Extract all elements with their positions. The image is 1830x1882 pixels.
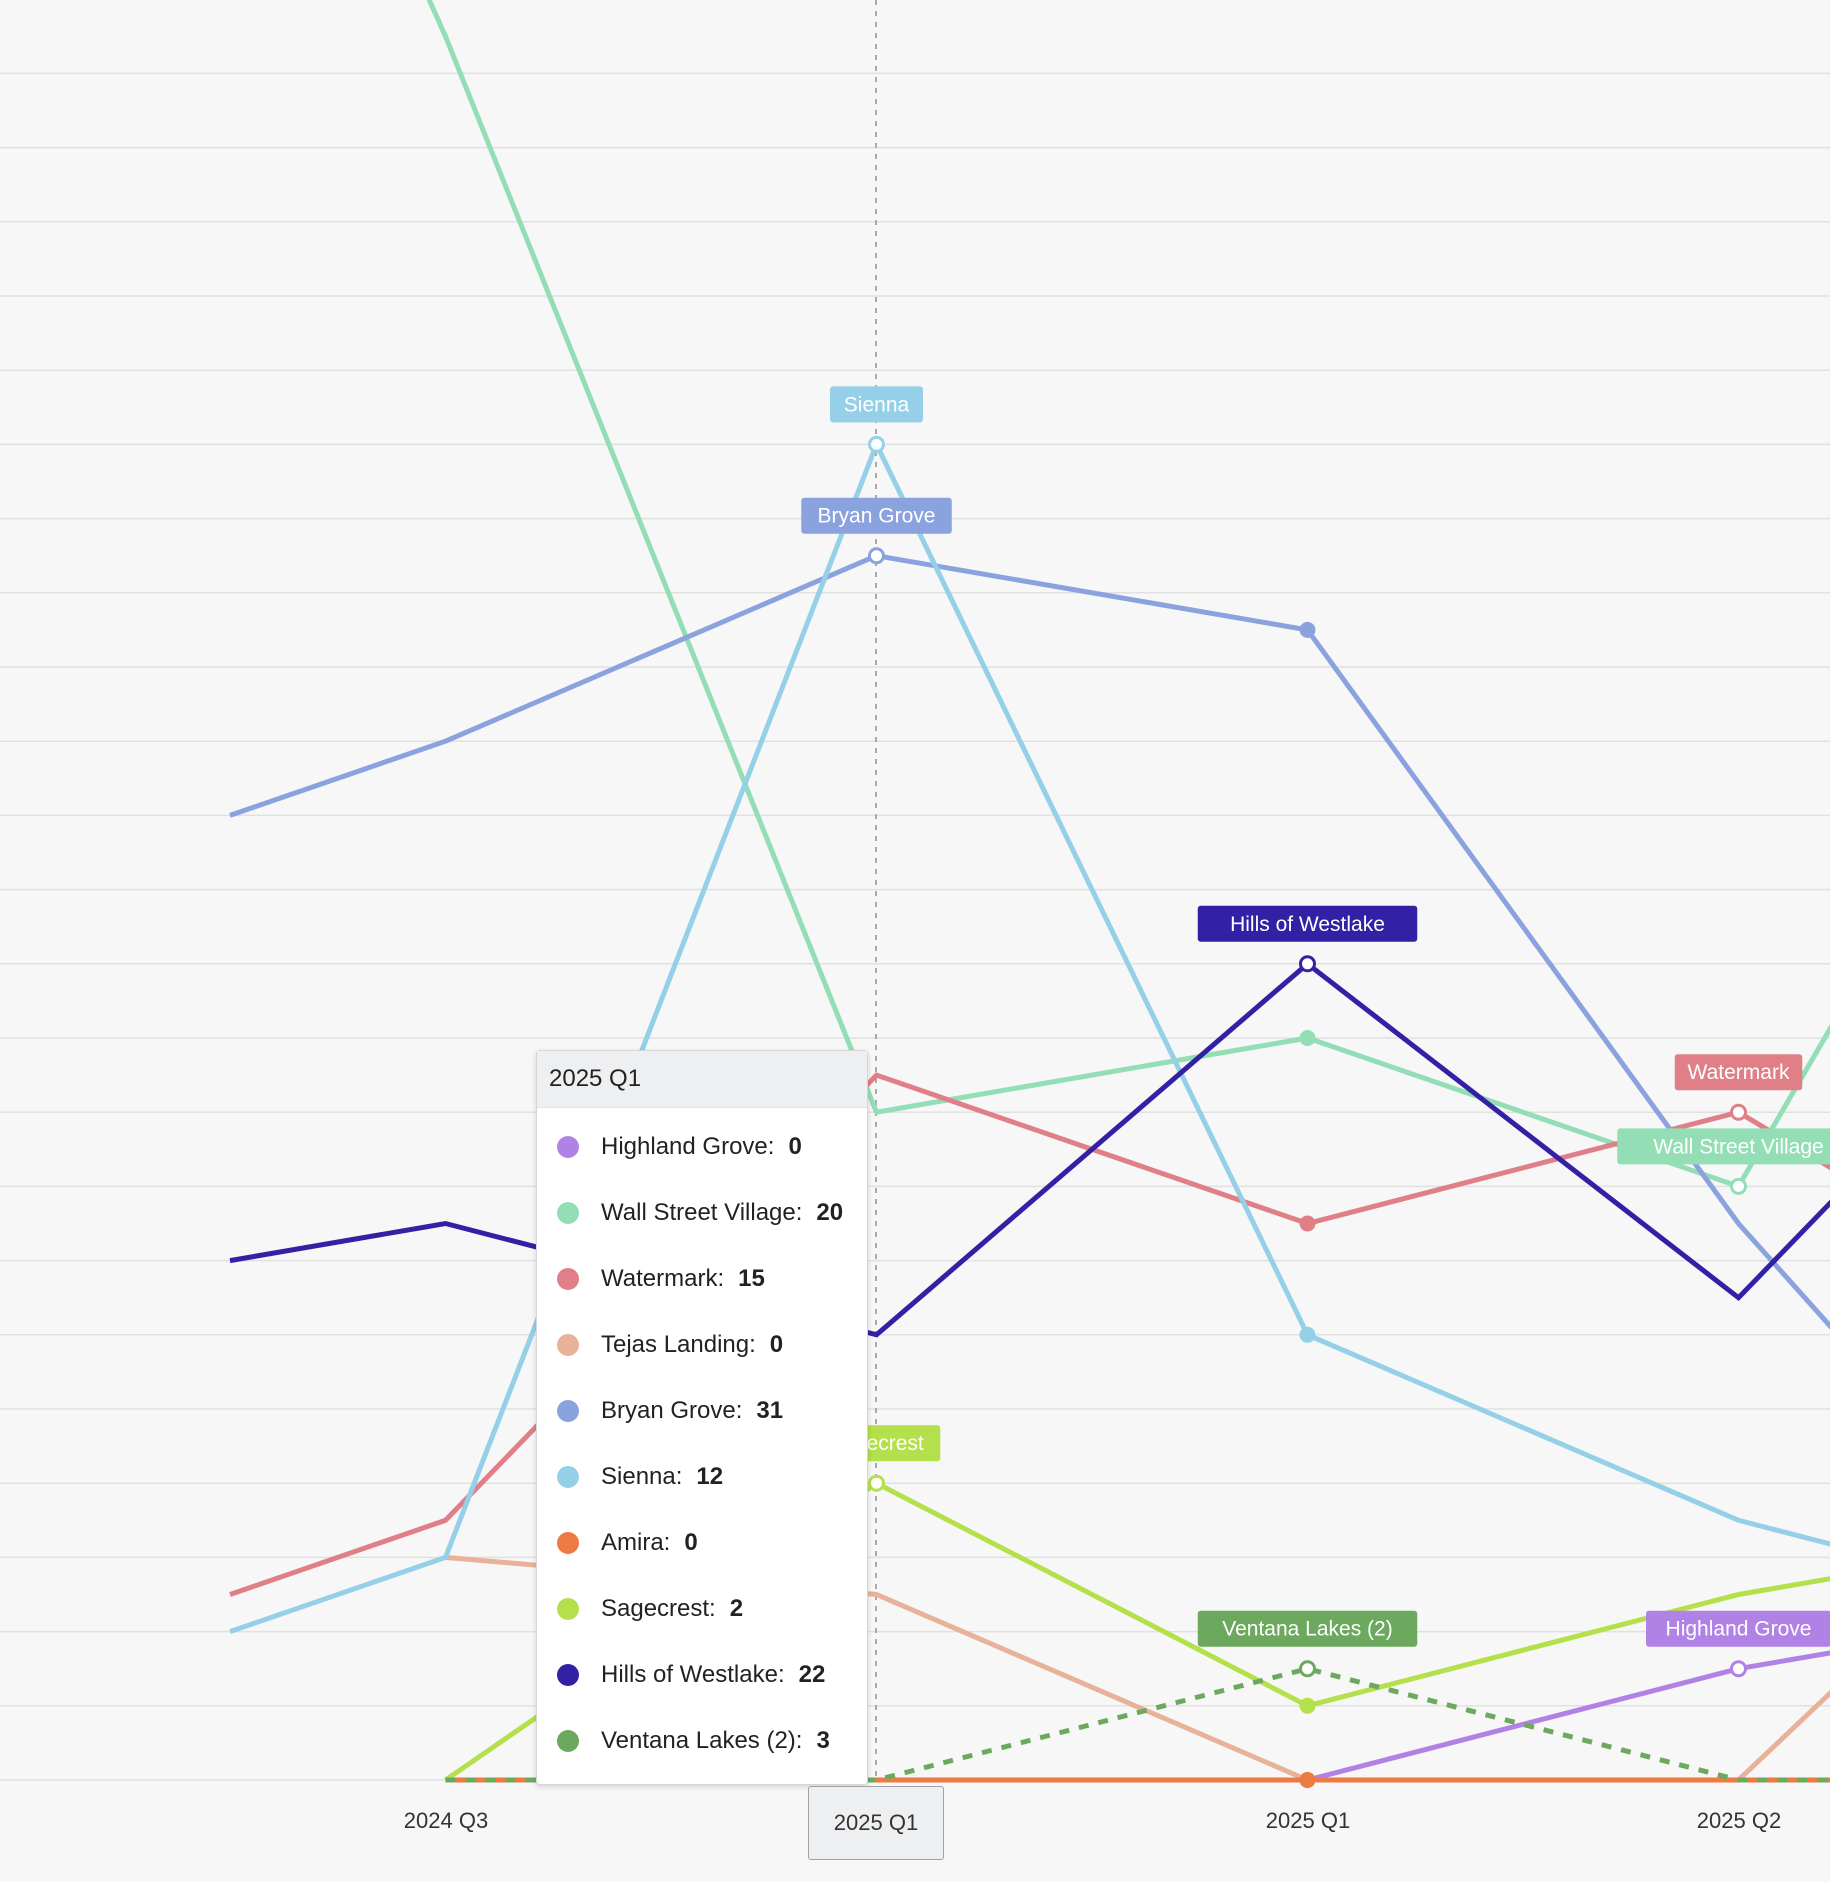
tooltip-series-label: Bryan Grove: [601,1397,743,1424]
point-label-text: Hills of Westlake [1230,913,1385,936]
x-tick-label: 2024 Q3 [404,1808,488,1833]
series-color-dot-icon [557,1730,579,1752]
point-label-text: Wall Street Village [1653,1135,1823,1158]
point-label-box [1197,905,1418,942]
series-layer [229,0,1830,1788]
tooltip-row: Amira: 0 [537,1510,867,1576]
series-color-dot-icon [557,1136,579,1158]
tooltip-series-label: Watermark: [601,1265,725,1292]
tooltip-series-label: Ventana Lakes (2): [601,1727,803,1754]
point-label-box [801,497,952,534]
point-label-text: Watermark [1688,1061,1790,1084]
tooltip-title: 2025 Q1 [537,1051,867,1108]
x-tick-label: 2025 Q1 [1266,1808,1350,1833]
tooltip-series-label: Sagecrest: [601,1595,716,1622]
series-point-marker [1299,1660,1316,1678]
tooltip-row: Tejas Landing: 0 [537,1312,867,1378]
series-color-dot-icon [557,1400,579,1422]
tooltip-row: Sagecrest: 2 [537,1576,867,1642]
series-point-marker [1730,1177,1747,1195]
series-point-marker [1730,1103,1747,1121]
series-point-marker [868,1474,885,1492]
crosshair-x-label: 2025 Q1 [808,1786,944,1860]
series-color-dot-icon [557,1532,579,1554]
point-label-box [1197,1610,1418,1647]
tooltip-row: Wall Street Village: 20 [537,1180,867,1246]
series-color-dot-icon [557,1466,579,1488]
tooltip-series-value: 2 [729,1595,744,1622]
x-tick-label: 2025 Q2 [1697,1808,1781,1833]
tooltip-series-label: Tejas Landing: [601,1331,756,1358]
point-label-box [1617,1128,1830,1165]
tooltip-series-value: 31 [756,1397,784,1424]
tooltip-series-value: 0 [788,1133,802,1160]
series-point-marker [1299,955,1316,973]
tooltip-row: Sienna: 12 [537,1444,867,1510]
tooltip-row: Highland Grove: 0 [537,1114,867,1180]
series-point [1299,1697,1316,1714]
point-label-text: Highland Grove [1666,1618,1812,1641]
tooltip-list: Highland Grove: 0 Wall Street Village: 20 Wa… [537,1108,867,1784]
point-label-text: Bryan Grove [818,505,936,528]
grid-lines [0,72,1830,1781]
tooltip-series-label: Wall Street Village: [601,1199,803,1226]
series-line [229,960,1830,1338]
tooltip-series-value: 20 [816,1199,844,1226]
series-point [1299,1326,1316,1343]
series-point-marker [868,547,885,565]
series-point [1299,1030,1316,1046]
tooltip-series-value: 22 [798,1661,826,1688]
point-label-box [830,386,923,423]
tooltip-row: Hills of Westlake: 22 [537,1642,867,1708]
point-label-box [1674,1054,1803,1091]
tooltip-series-label: Sienna: [601,1463,683,1490]
tooltip-series-label: Highland Grove: [601,1133,775,1160]
tooltip-row: Watermark: 15 [537,1246,867,1312]
series-color-dot-icon [557,1334,579,1356]
series-point-marker [1730,1660,1747,1678]
series-color-dot-icon [557,1664,579,1686]
series-point [1299,1215,1316,1232]
tooltip-series-value: 3 [816,1727,830,1754]
chart-tooltip: 2025 Q1 Highland Grove: 0 Wall Street Vill… [536,1050,868,1785]
tooltip-series-value: 0 [769,1331,784,1358]
tooltip-series-value: 0 [684,1529,698,1556]
series-color-dot-icon [557,1202,579,1224]
tooltip-series-value: 12 [696,1463,724,1490]
point-label-text: Ventana Lakes (2) [1222,1618,1392,1641]
tooltip-row: Ventana Lakes (2): 3 [537,1708,867,1774]
tooltip-series-label: Hills of Westlake: [601,1661,785,1688]
series-point [1299,1772,1316,1788]
series-color-dot-icon [557,1268,579,1290]
tooltip-row: Bryan Grove: 31 [537,1378,867,1444]
point-label-box [1646,1610,1830,1647]
point-labels: Highland Grove Wall Street Village Waterma… [801,386,1830,1678]
tooltip-series-label: Amira: [601,1529,671,1556]
series-color-dot-icon [557,1598,579,1620]
tooltip-series-value: 15 [738,1265,765,1292]
series-point-marker [868,435,885,453]
series-line [229,438,1830,1634]
series-line [229,553,1830,1330]
series-point [1299,621,1316,638]
point-label-text: Sienna [844,393,910,416]
